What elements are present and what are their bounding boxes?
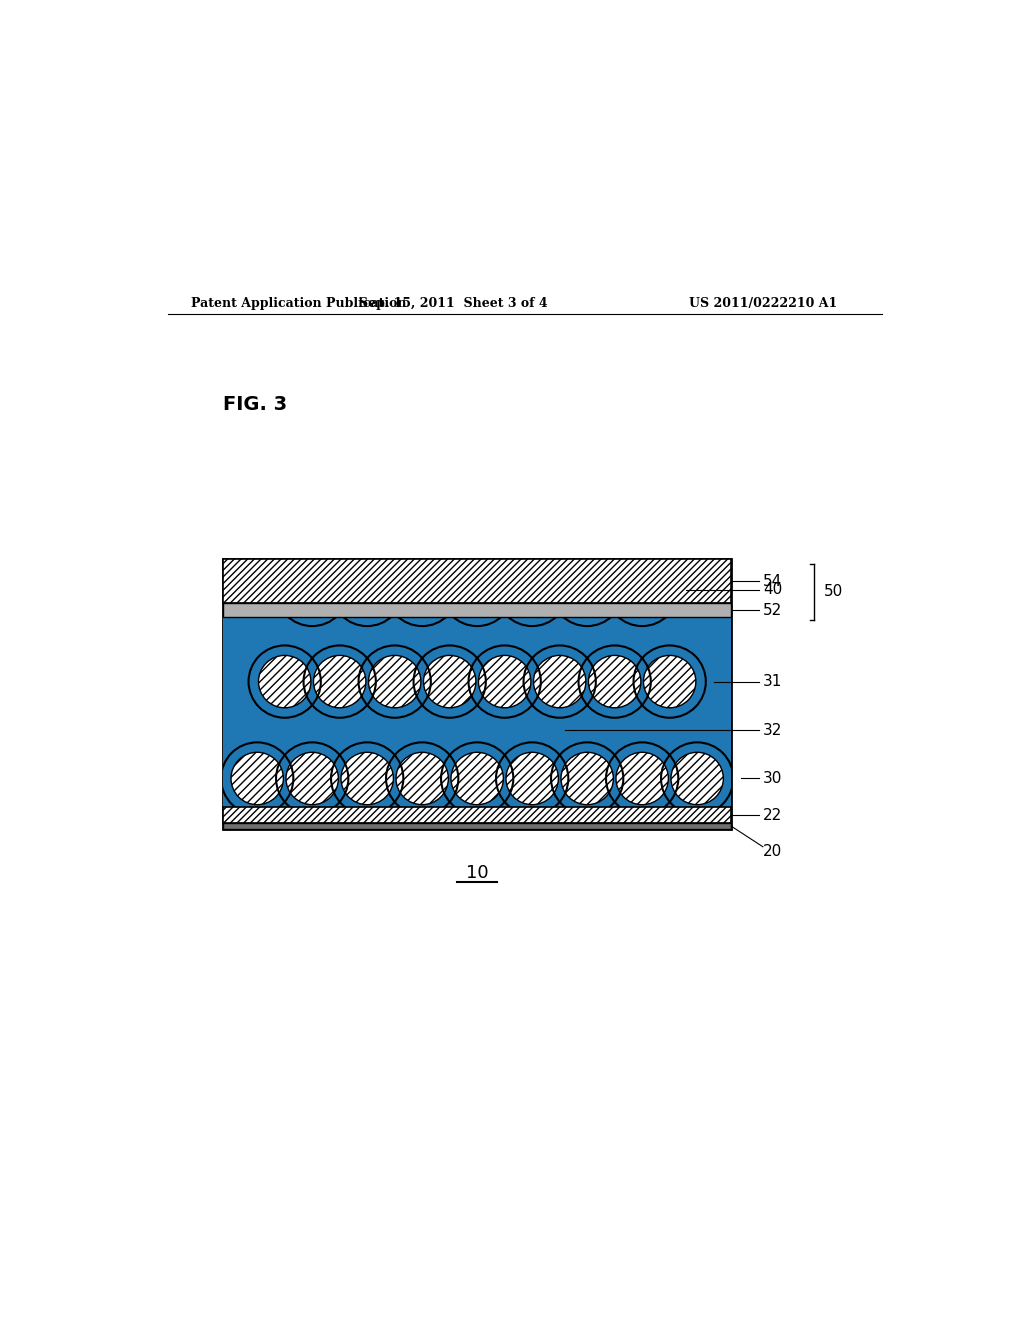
Text: 40: 40 <box>763 582 782 598</box>
Circle shape <box>643 656 696 708</box>
Text: Sep. 15, 2011  Sheet 3 of 4: Sep. 15, 2011 Sheet 3 of 4 <box>359 297 548 310</box>
Circle shape <box>616 752 669 805</box>
Text: 52: 52 <box>763 603 782 618</box>
Text: 10: 10 <box>466 863 488 882</box>
Circle shape <box>506 752 558 805</box>
Circle shape <box>506 564 558 616</box>
Circle shape <box>451 564 504 616</box>
Circle shape <box>369 656 421 708</box>
Circle shape <box>286 564 338 616</box>
Bar <box>223 807 731 822</box>
Circle shape <box>671 752 723 805</box>
Text: Patent Application Publication: Patent Application Publication <box>191 297 407 310</box>
Bar <box>225 618 729 807</box>
Circle shape <box>396 752 449 805</box>
Circle shape <box>424 656 476 708</box>
Circle shape <box>589 656 641 708</box>
Text: 54: 54 <box>763 574 782 589</box>
Circle shape <box>616 564 669 616</box>
Circle shape <box>561 564 613 616</box>
Circle shape <box>341 752 393 805</box>
Text: 22: 22 <box>763 808 782 822</box>
Circle shape <box>313 656 366 708</box>
Circle shape <box>451 752 504 805</box>
Circle shape <box>286 752 338 805</box>
Circle shape <box>231 752 284 805</box>
Bar <box>223 560 731 603</box>
Text: 32: 32 <box>763 722 782 738</box>
Text: 31: 31 <box>763 675 782 689</box>
Text: 50: 50 <box>824 585 843 599</box>
Bar <box>223 560 731 829</box>
Circle shape <box>258 656 311 708</box>
Bar <box>223 560 731 829</box>
Text: US 2011/0222210 A1: US 2011/0222210 A1 <box>689 297 837 310</box>
Circle shape <box>396 564 449 616</box>
Circle shape <box>534 656 586 708</box>
Circle shape <box>561 752 613 805</box>
Circle shape <box>478 656 530 708</box>
Text: 20: 20 <box>763 843 782 859</box>
Bar <box>223 603 731 618</box>
Text: FIG. 3: FIG. 3 <box>223 395 288 414</box>
Circle shape <box>341 564 393 616</box>
Bar <box>223 822 731 829</box>
Text: 30: 30 <box>763 771 782 785</box>
